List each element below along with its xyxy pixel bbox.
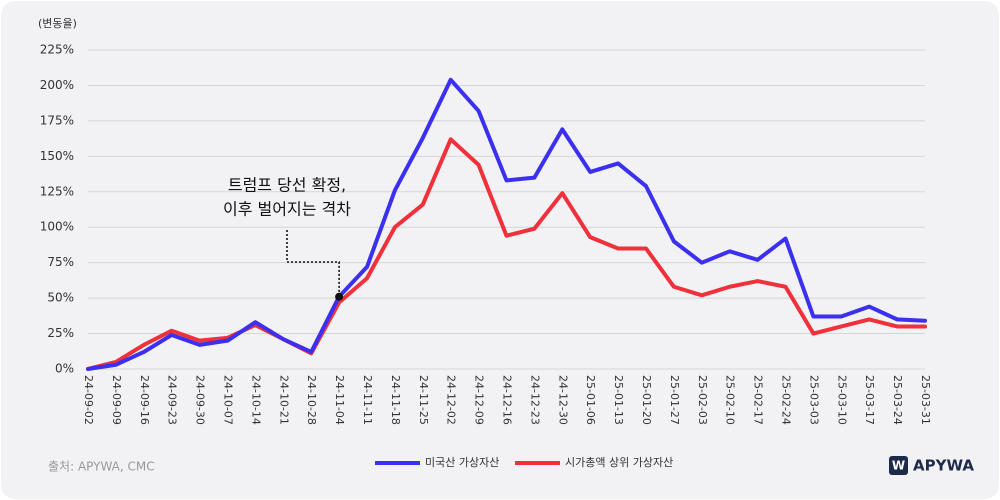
annotation-text: 이후 벌어지는 격차 — [223, 200, 351, 219]
y-tick-label: 125% — [40, 184, 74, 198]
x-tick-label: 25-02-17 — [752, 375, 765, 425]
x-tick-label: 24-12-23 — [528, 375, 541, 425]
annotation-text: 트럼프 당선 확정, — [228, 176, 346, 195]
y-tick-label: 100% — [40, 220, 74, 234]
x-tick-label: 24-11-11 — [361, 375, 374, 425]
x-tick-label: 24-09-30 — [194, 375, 207, 425]
annotation-dot — [335, 292, 344, 301]
y-tick-label: 50% — [47, 291, 74, 305]
x-tick-label: 24-12-02 — [445, 375, 458, 425]
x-tick-label: 24-11-04 — [333, 375, 346, 425]
legend-label: 시가총액 상위 가상자산 — [565, 456, 673, 469]
x-tick-label: 24-09-02 — [82, 375, 95, 425]
x-tick-label: 25-01-13 — [612, 375, 625, 425]
y-axis-label: (변동율) — [38, 17, 77, 30]
legend-label: 미국산 가상자산 — [425, 456, 499, 469]
y-tick-label: 0% — [55, 362, 74, 376]
x-tick-label: 24-10-21 — [277, 375, 290, 425]
x-tick-label: 24-09-23 — [166, 375, 179, 425]
x-tick-label: 25-03-31 — [919, 375, 932, 425]
annotation-leader — [286, 230, 340, 297]
y-tick-label: 225% — [40, 43, 74, 57]
x-tick-label: 24-10-14 — [249, 375, 262, 425]
source: 출처: APYWA, CMC — [48, 460, 155, 474]
y-tick-label: 200% — [40, 78, 74, 92]
y-tick-label: 25% — [47, 326, 74, 340]
x-tick-label: 24-12-30 — [556, 375, 569, 425]
x-tick-label: 24-10-28 — [305, 375, 318, 425]
x-tick-label: 24-12-16 — [501, 375, 514, 425]
x-tick-label: 24-12-09 — [473, 375, 486, 425]
x-tick-label: 25-02-24 — [780, 375, 793, 425]
series-line — [86, 77, 927, 371]
x-tick-label: 24-09-09 — [110, 375, 123, 425]
x-tick-label: 25-02-03 — [696, 375, 709, 425]
x-tick-label: 25-03-10 — [835, 375, 848, 425]
logo-text: APYWA — [913, 457, 974, 475]
y-tick-label: 150% — [40, 149, 74, 163]
x-tick-label: 24-11-25 — [417, 375, 430, 425]
y-tick-label: 75% — [47, 255, 74, 269]
x-tick-label: 25-01-20 — [640, 375, 653, 425]
x-tick-label: 25-01-06 — [584, 375, 597, 425]
x-tick-label: 25-03-03 — [807, 375, 820, 425]
logo-box — [889, 456, 908, 475]
x-tick-label: 24-09-16 — [138, 375, 151, 425]
x-tick-label: 24-11-18 — [389, 375, 402, 425]
x-tick-label: 25-03-24 — [891, 375, 904, 425]
x-tick-label: 25-03-17 — [863, 375, 876, 425]
series-line — [86, 137, 927, 371]
y-tick-label: 175% — [40, 113, 74, 127]
x-tick-label: 24-10-07 — [222, 375, 235, 425]
x-tick-label: 25-01-27 — [668, 375, 681, 425]
x-tick-label: 25-02-10 — [724, 375, 737, 425]
logo-mark: W — [892, 459, 905, 473]
